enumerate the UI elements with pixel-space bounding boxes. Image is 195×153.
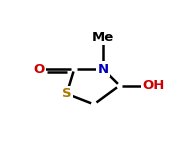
- Text: S: S: [62, 87, 72, 100]
- Text: Me: Me: [92, 31, 114, 44]
- Text: OH: OH: [142, 79, 165, 92]
- Text: N: N: [97, 63, 109, 76]
- Text: O: O: [34, 63, 45, 76]
